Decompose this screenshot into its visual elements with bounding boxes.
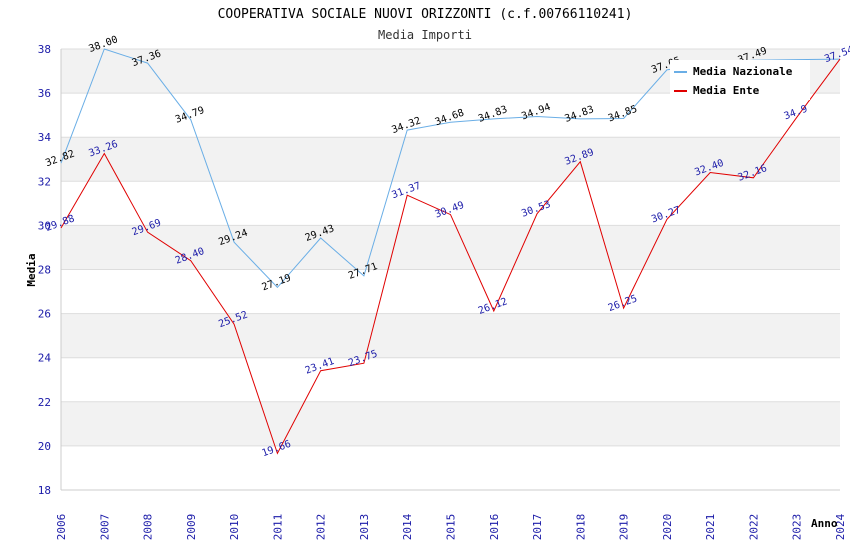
gridlines [60, 48, 840, 491]
data-label-ente: 26.25 [607, 293, 639, 314]
legend: Media Nazionale Media Ente [670, 60, 810, 100]
x-tick-label: 2010 [228, 514, 241, 541]
background-bands [61, 49, 840, 446]
data-label-nazionale: 34.83 [563, 104, 595, 125]
y-tick-label: 24 [38, 352, 52, 365]
data-label-nazionale: 27.19 [261, 273, 293, 294]
legend-box [670, 60, 810, 100]
series-line-ente [60, 58, 841, 455]
x-tick-label: 2024 [834, 513, 847, 540]
x-tick-label: 2020 [661, 514, 674, 541]
grid-band [61, 313, 840, 358]
data-label-ente: 30.27 [650, 205, 682, 226]
y-tick-label: 28 [38, 264, 51, 277]
x-tick-label: 2017 [531, 514, 544, 541]
chart-title: COOPERATIVA SOCIALE NUOVI ORIZZONTI (c.f… [218, 7, 633, 22]
data-label-ente: 30.49 [434, 200, 466, 221]
data-label-ente: 34.9 [783, 104, 809, 123]
x-tick-label: 2022 [747, 514, 760, 541]
x-tick-label: 2008 [142, 514, 155, 541]
grid-band [61, 137, 840, 182]
data-label-nazionale: 34.68 [434, 108, 466, 129]
x-tick-label: 2023 [791, 514, 804, 541]
y-tick-label: 30 [38, 219, 51, 232]
chart-subtitle: Media Importi [378, 28, 472, 42]
x-tick-label: 2006 [55, 514, 68, 541]
x-tick-label: 2018 [574, 514, 587, 541]
data-label-nazionale: 34.79 [174, 105, 206, 126]
x-tick-label: 2009 [185, 514, 198, 541]
y-tick-label: 20 [38, 440, 51, 453]
x-tick-label: 2016 [488, 514, 501, 541]
y-tick-label: 38 [38, 43, 51, 56]
x-tick-label: 2021 [704, 514, 717, 541]
x-tick-label: 2011 [271, 514, 284, 541]
x-tick-label: 2012 [315, 514, 328, 541]
legend-label-ente: Media Ente [693, 84, 760, 97]
x-tick-label: 2019 [618, 514, 631, 541]
data-label-nazionale: 34.94 [520, 102, 552, 123]
y-tick-label: 26 [38, 308, 51, 321]
y-tick-label: 32 [38, 175, 51, 188]
data-label-nazionale: 34.85 [607, 104, 639, 125]
x-axis-label: Anno [811, 517, 838, 530]
y-axis-label: Media [25, 253, 38, 286]
x-tick-label: 2014 [401, 513, 414, 540]
data-label-nazionale: 34.83 [477, 104, 509, 125]
grid-band [61, 225, 840, 270]
y-tick-label: 18 [38, 484, 51, 497]
y-tick-label: 36 [38, 87, 51, 100]
data-label-ente: 23.41 [304, 356, 336, 377]
x-tick-label: 2013 [358, 514, 371, 541]
x-tick-label: 2007 [98, 514, 111, 541]
y-tick-label: 22 [38, 396, 51, 409]
grid-band [61, 401, 840, 446]
x-tick-label: 2015 [445, 514, 458, 541]
y-tick-label: 34 [38, 131, 52, 144]
legend-label-nazionale: Media Nazionale [693, 65, 793, 78]
